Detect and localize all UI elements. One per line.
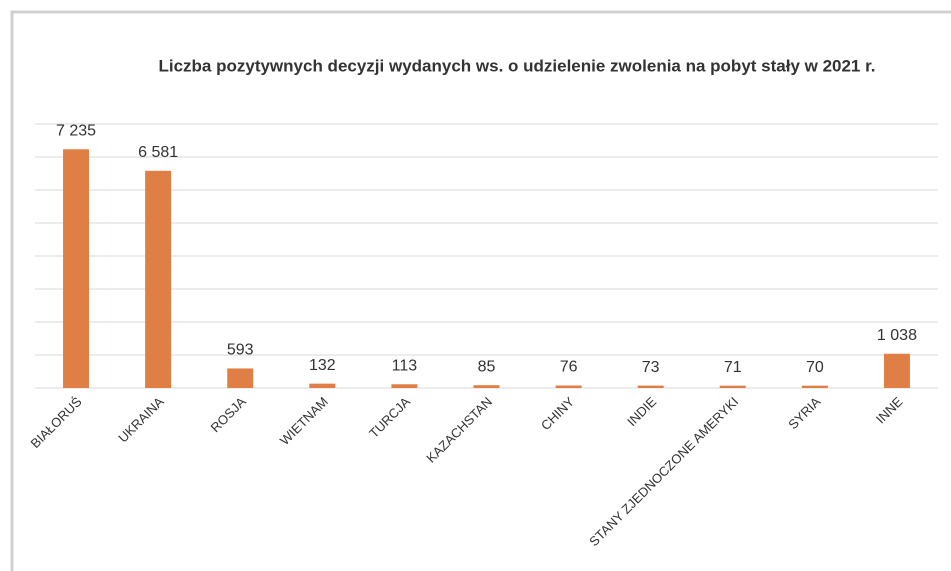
x-tick-label: UKRAINA xyxy=(115,394,167,446)
x-tick-label: TURCJA xyxy=(366,394,413,441)
bar xyxy=(719,385,746,388)
bar xyxy=(145,170,172,388)
value-label: 76 xyxy=(560,359,578,376)
x-tick-label: INDIE xyxy=(624,394,659,429)
bar xyxy=(883,353,910,388)
value-label: 132 xyxy=(309,357,336,374)
x-tick-label: WIETNAM xyxy=(277,394,331,448)
x-tick-label: CHINY xyxy=(538,394,577,433)
value-label: 1 038 xyxy=(877,327,917,344)
bar xyxy=(309,383,336,388)
value-label: 593 xyxy=(227,342,254,359)
x-tick-label: STANY ZJEDNOCZONE AMERYKI xyxy=(586,394,741,549)
chart-title: Liczba pozytywnych decyzji wydanych ws. … xyxy=(158,56,875,75)
value-label: 6 581 xyxy=(138,144,178,161)
bar xyxy=(473,385,500,388)
bar xyxy=(227,368,254,388)
x-tick-label: SYRIA xyxy=(785,394,823,432)
x-tick-label: ROSJA xyxy=(208,394,249,435)
x-tick-label: BIAŁORUŚ xyxy=(27,394,84,451)
value-label: 71 xyxy=(724,359,742,376)
value-label: 70 xyxy=(806,359,824,376)
value-label: 113 xyxy=(392,357,418,374)
bar xyxy=(63,149,90,388)
bar xyxy=(637,385,664,388)
bar xyxy=(801,385,828,388)
bar xyxy=(555,385,582,388)
frame xyxy=(10,10,951,571)
x-tick-label: KAZACHSTAN xyxy=(423,394,495,466)
value-label: 73 xyxy=(642,359,660,376)
value-label: 7 235 xyxy=(56,122,96,139)
bar xyxy=(391,384,418,388)
value-label: 85 xyxy=(478,358,496,375)
x-tick-label: INNE xyxy=(873,394,906,427)
